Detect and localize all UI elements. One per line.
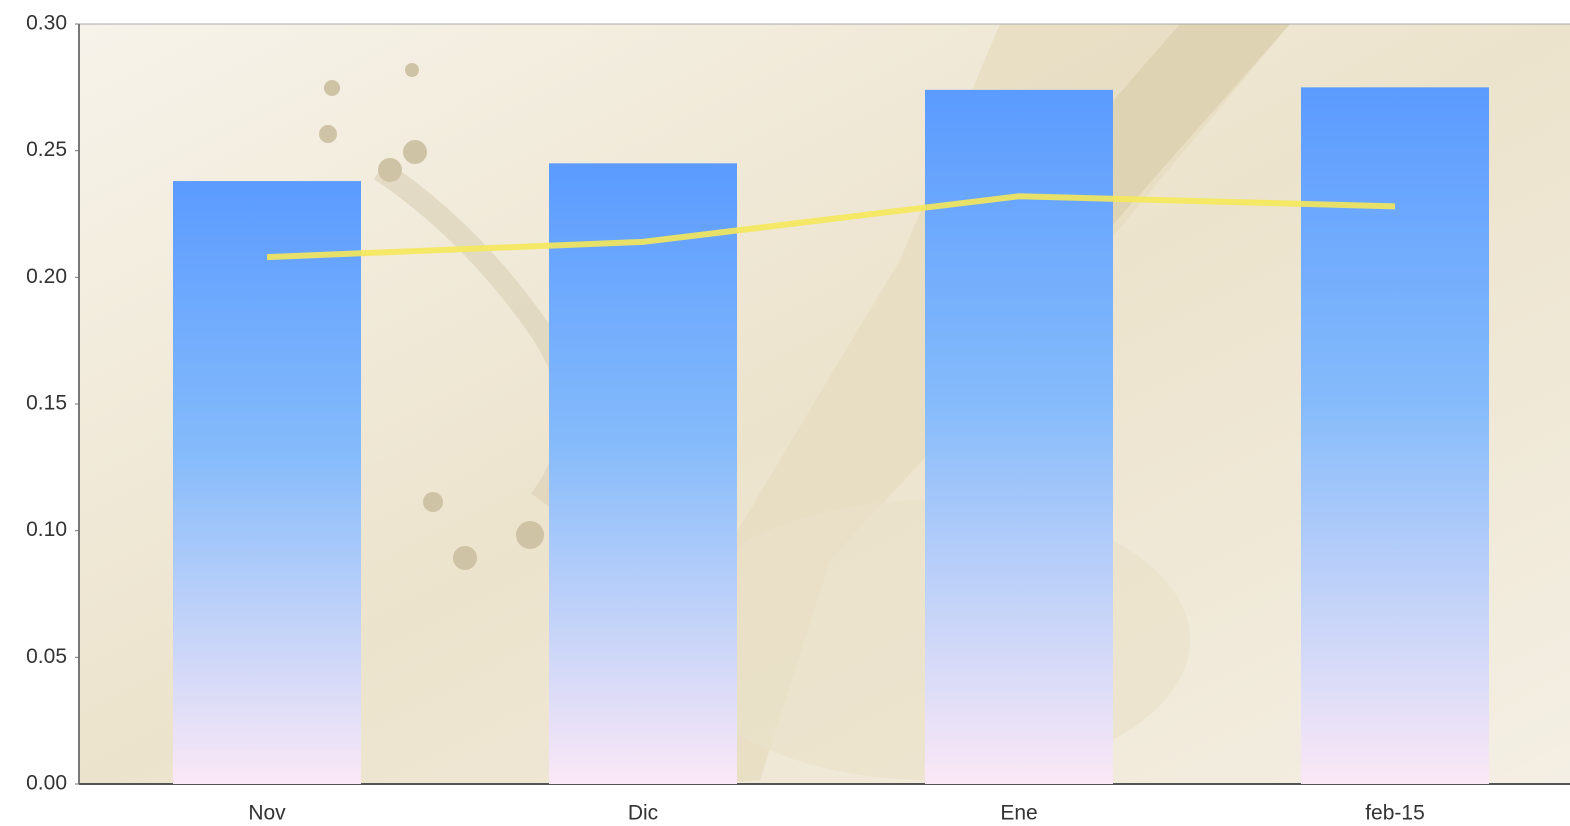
- y-tick-label: 0.05: [26, 645, 67, 668]
- x-tick-label: Dic: [628, 802, 658, 825]
- y-tick-label: 0.30: [26, 12, 67, 35]
- y-tick-label: 0.20: [26, 265, 67, 288]
- line: [266, 193, 1396, 261]
- bar: [173, 181, 361, 785]
- y-tick-label: 0.25: [26, 138, 67, 161]
- bar: [1301, 87, 1489, 785]
- y-tick-label: 0.00: [26, 772, 67, 795]
- x-tick-label: feb-15: [1365, 802, 1425, 825]
- y-tick-label: 0.15: [26, 392, 67, 415]
- y-tick-label: 0.10: [26, 518, 67, 541]
- x-tick-label: Ene: [1000, 802, 1037, 825]
- bar: [549, 163, 737, 785]
- x-tick-label: Nov: [248, 802, 286, 825]
